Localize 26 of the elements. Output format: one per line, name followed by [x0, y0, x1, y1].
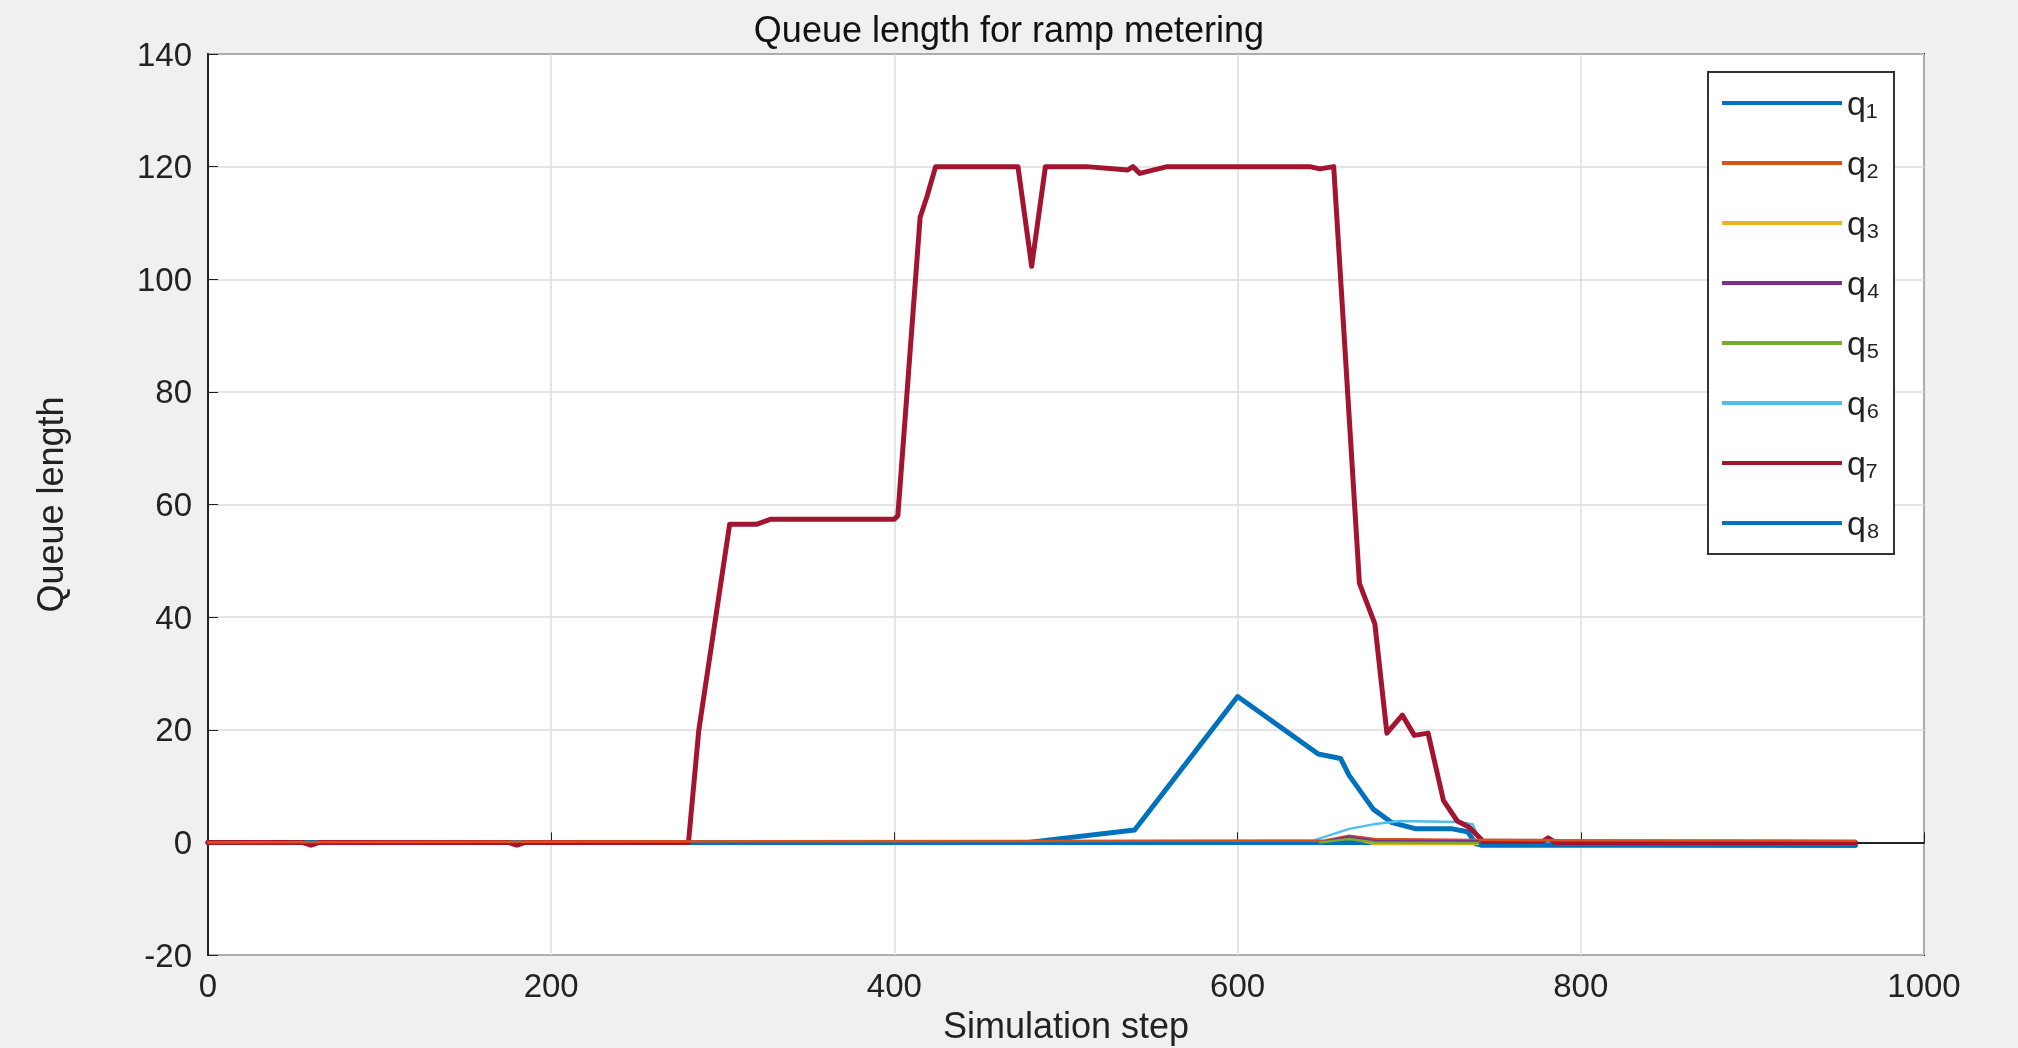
- legend-label: q₃: [1847, 204, 1880, 242]
- y-tick-label: 80: [155, 373, 192, 411]
- y-tick-label: 140: [136, 35, 192, 73]
- legend-label: q₆: [1847, 384, 1880, 422]
- legend-label: q₂: [1847, 144, 1880, 182]
- chart-title: Queue length for ramp metering: [753, 8, 1265, 50]
- y-tick-label: 120: [136, 148, 192, 186]
- legend-label: q₁: [1847, 84, 1878, 122]
- legend-label: q₄: [1847, 264, 1880, 302]
- y-tick-label: 100: [136, 260, 192, 298]
- y-axis-title: Queue length: [29, 396, 71, 613]
- x-tick-label: 1000: [1887, 967, 1961, 1004]
- x-tick-label: 200: [523, 967, 579, 1004]
- y-tick-label: 20: [155, 711, 192, 749]
- x-tick-label: 600: [1210, 967, 1266, 1004]
- y-tick-label: 40: [155, 598, 192, 636]
- x-tick-label: 400: [866, 967, 922, 1004]
- legend-label: q₈: [1847, 504, 1881, 542]
- y-tick-label: 0: [173, 823, 192, 861]
- x-tick-label: 0: [198, 967, 218, 1004]
- y-tick-label: 60: [155, 486, 192, 523]
- x-tick-label: 800: [1553, 967, 1609, 1004]
- legend-label: q₇: [1847, 444, 1878, 482]
- y-tick-label: -20: [144, 936, 192, 974]
- x-axis-title: Simulation step: [942, 1004, 1190, 1046]
- legend-label: q₅: [1847, 324, 1880, 362]
